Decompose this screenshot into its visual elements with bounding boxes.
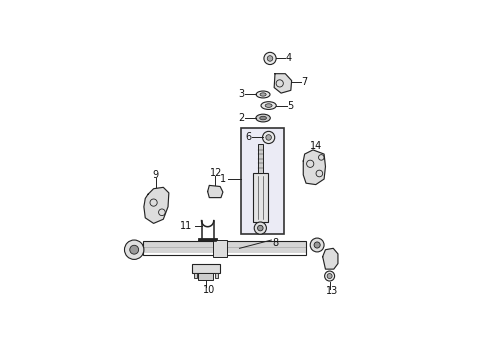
Polygon shape xyxy=(274,74,291,93)
Circle shape xyxy=(309,238,324,252)
Bar xyxy=(241,128,284,234)
Circle shape xyxy=(313,242,320,248)
Circle shape xyxy=(124,240,143,260)
Ellipse shape xyxy=(255,114,270,122)
Text: 10: 10 xyxy=(203,285,215,295)
Text: 6: 6 xyxy=(245,132,251,143)
Text: 4: 4 xyxy=(285,53,291,63)
Bar xyxy=(142,242,305,255)
Bar xyxy=(193,273,197,278)
Ellipse shape xyxy=(256,91,269,98)
Circle shape xyxy=(326,274,331,279)
Ellipse shape xyxy=(264,104,271,107)
Circle shape xyxy=(267,56,272,61)
Text: 11: 11 xyxy=(180,221,192,231)
Bar xyxy=(192,264,220,273)
Ellipse shape xyxy=(260,93,265,96)
Circle shape xyxy=(257,225,263,231)
Circle shape xyxy=(265,135,271,140)
Circle shape xyxy=(262,131,274,144)
Bar xyxy=(198,273,213,280)
Text: 3: 3 xyxy=(238,90,244,99)
Bar xyxy=(215,273,218,278)
Text: 12: 12 xyxy=(210,168,223,179)
Bar xyxy=(252,174,267,222)
Text: 7: 7 xyxy=(301,77,306,87)
Polygon shape xyxy=(322,248,337,269)
Circle shape xyxy=(324,271,334,281)
Ellipse shape xyxy=(259,116,266,120)
Text: 8: 8 xyxy=(272,238,278,248)
Text: 13: 13 xyxy=(325,286,337,296)
Polygon shape xyxy=(143,187,168,223)
Circle shape xyxy=(264,52,276,64)
Text: 1: 1 xyxy=(219,174,225,184)
Text: 2: 2 xyxy=(238,113,244,123)
Polygon shape xyxy=(303,150,325,185)
Circle shape xyxy=(254,222,266,234)
Text: 14: 14 xyxy=(309,141,322,151)
Bar xyxy=(213,240,226,257)
Text: 5: 5 xyxy=(286,100,293,111)
Polygon shape xyxy=(207,185,223,198)
Ellipse shape xyxy=(261,102,276,109)
Text: 9: 9 xyxy=(152,170,158,180)
Circle shape xyxy=(129,245,138,254)
Bar xyxy=(257,144,262,174)
